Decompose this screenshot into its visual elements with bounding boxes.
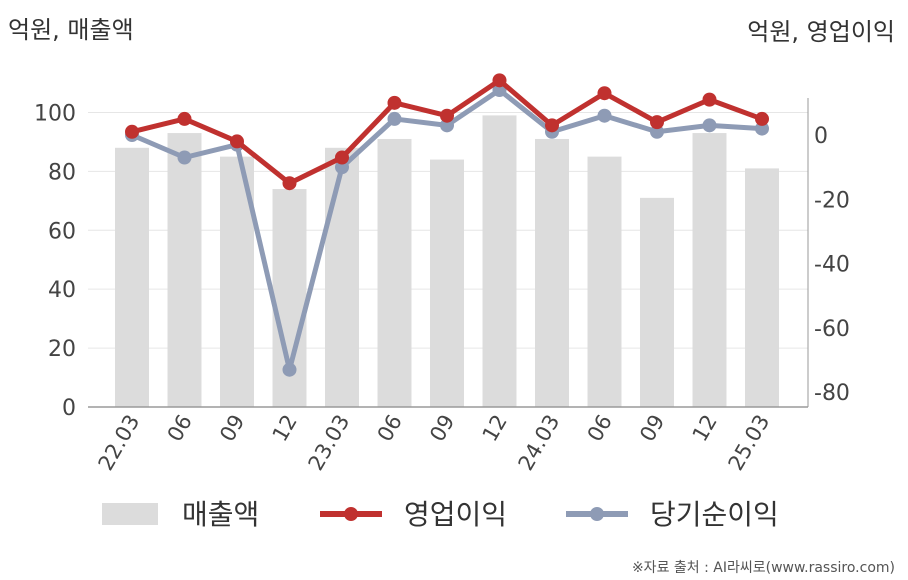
x-tick-label: 09 [215,411,249,446]
series-point [177,111,192,126]
bar [377,138,412,408]
series-point [125,124,139,139]
bar [430,159,464,407]
right-axis-unit: 억원, 영업이익 [747,18,895,46]
series-point [597,86,612,101]
legend-swatch-marker [344,507,358,521]
series-point [702,118,717,133]
x-tick-label: 09 [635,411,669,446]
series-point [282,362,297,377]
bar [692,133,727,407]
bar [587,156,622,407]
series-point [440,108,454,123]
left-tick-label: 0 [62,396,76,421]
legend-swatch-bar [102,503,158,525]
x-tick-label: 09 [425,411,459,446]
right-tick-label: -80 [814,381,850,406]
series-point [650,115,664,130]
series-point [282,176,297,191]
series-point [755,111,769,126]
bar [482,115,517,408]
x-tick-label: 06 [583,411,617,446]
series-point [335,150,349,165]
series-point [387,111,402,126]
x-tick-label: 06 [163,411,197,446]
bar [167,133,202,407]
left-tick-label: 60 [48,219,76,244]
series-point [650,124,664,139]
series-point [440,118,454,133]
left-tick-label: 40 [48,278,76,303]
left-tick-label: 80 [48,160,76,185]
bar [640,197,674,407]
source-note: ※자료 출처 : AI라씨로(www.rassiro.com) [632,560,895,576]
series-point [177,150,192,165]
series-point [702,92,717,107]
legend: 매출액 영업이익 당기순이익 [102,498,779,531]
bar [535,138,569,408]
x-tick-label: 12 [268,411,302,446]
x-tick-label: 06 [373,411,407,446]
right-tick-label: -40 [814,253,850,278]
axes [88,98,809,408]
series-point [335,160,349,175]
right-tick-label: 0 [814,124,828,149]
bar [745,168,779,407]
left-tick-label: 20 [48,337,76,362]
legend-label: 영업이익 [404,498,507,531]
legend-label: 당기순이익 [650,498,779,531]
series-point [597,108,612,123]
line-series [125,73,769,377]
x-tick-label: 25.03 [723,411,774,475]
series-point [755,121,769,136]
series-point [545,118,559,133]
x-tick-label: 12 [478,411,512,446]
series-point [387,95,402,110]
series-point [230,134,244,149]
left-tick-label: 100 [34,101,76,126]
series-point [492,73,507,88]
right-tick-label: -20 [814,188,850,213]
x-tick-label: 22.03 [93,411,144,475]
right-tick-label: -60 [814,317,850,342]
bar [325,147,359,408]
bar-series [115,115,779,408]
x-tick-label: 24.03 [513,411,564,475]
x-tick-label: 23.03 [303,411,354,475]
legend-label: 매출액 [182,498,259,531]
left-axis-unit: 억원, 매출액 [8,16,134,44]
bar [115,147,149,408]
x-tick-label: 12 [688,411,722,446]
legend-swatch-marker [590,507,604,521]
